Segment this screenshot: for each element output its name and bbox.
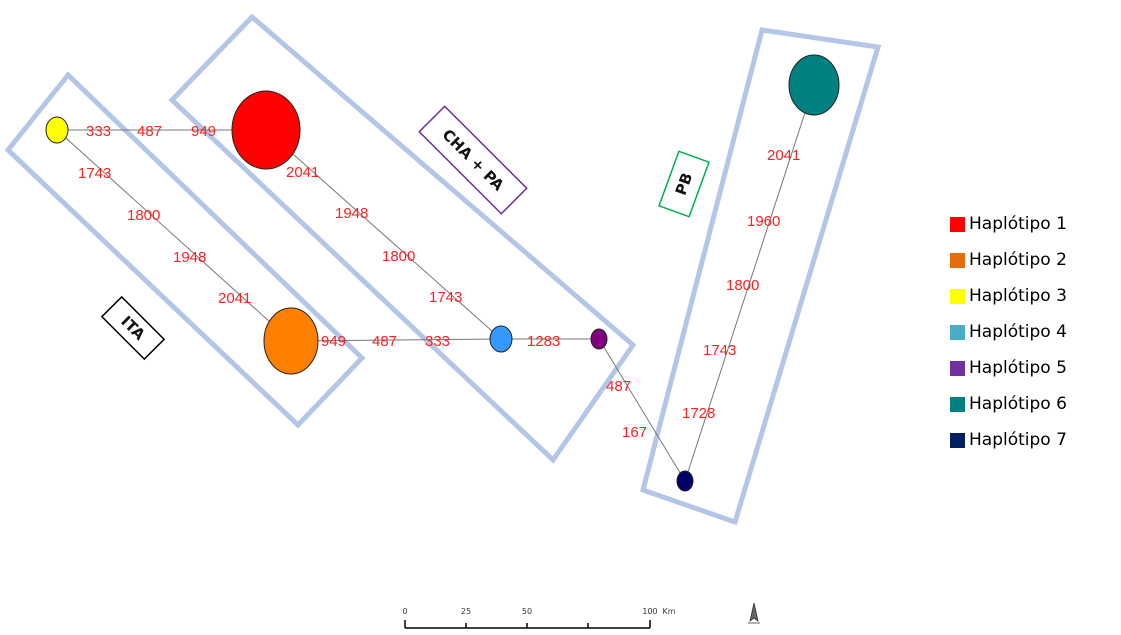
scale-tick-25: 25 bbox=[461, 607, 471, 616]
scale-tick-50: 50 bbox=[522, 607, 532, 616]
mutation-label: 1743 bbox=[78, 165, 111, 182]
mutation-label: 2041 bbox=[286, 164, 319, 181]
mutation-label: 1743 bbox=[429, 289, 462, 306]
edge-h1-h4 bbox=[265, 129, 502, 340]
mutation-label: 1743 bbox=[703, 342, 736, 359]
mutation-label: 1283 bbox=[527, 333, 560, 350]
legend-label: Haplótipo 6 bbox=[969, 394, 1067, 414]
legend-label: Haplótipo 1 bbox=[969, 214, 1067, 234]
mutation-label: 1948 bbox=[173, 249, 206, 266]
legend-swatch bbox=[950, 396, 965, 412]
mutation-label: 1800 bbox=[726, 277, 759, 294]
mutation-label: 2041 bbox=[218, 290, 251, 307]
legend-swatch bbox=[950, 288, 965, 304]
legend-item: Haplótipo 2 bbox=[950, 242, 1067, 278]
haplotype-node-h7 bbox=[676, 470, 694, 492]
legend-item: Haplótipo 5 bbox=[950, 350, 1067, 386]
scale-tick-100: 100 bbox=[642, 607, 657, 616]
haplotype-node-h2 bbox=[263, 307, 319, 375]
legend-label: Haplótipo 3 bbox=[969, 286, 1067, 306]
mutation-label: 1800 bbox=[382, 248, 415, 265]
north-arrow-icon bbox=[748, 602, 760, 624]
legend-swatch bbox=[950, 252, 965, 268]
legend-label: Haplótipo 7 bbox=[969, 430, 1067, 450]
mutation-label: 1728 bbox=[682, 405, 715, 422]
mutation-label: 949 bbox=[321, 333, 346, 350]
legend-item: Haplótipo 4 bbox=[950, 314, 1067, 350]
haplotype-node-h3 bbox=[45, 116, 69, 144]
legend-item: Haplótipo 3 bbox=[950, 278, 1067, 314]
scale-tick-0: 0 bbox=[402, 607, 407, 616]
legend-item: Haplótipo 1 bbox=[950, 206, 1067, 242]
legend-swatch bbox=[950, 216, 965, 232]
legend-item: Haplótipo 6 bbox=[950, 386, 1067, 422]
mutation-label: 487 bbox=[372, 333, 397, 350]
scale-unit: Km bbox=[662, 607, 675, 616]
region-label-cha-pa: CHA + PA bbox=[418, 105, 528, 215]
edge-h3-h2 bbox=[56, 129, 292, 342]
region-label-pb: PB bbox=[658, 150, 710, 218]
haplotype-node-h6 bbox=[788, 54, 840, 116]
edge-h2-h4 bbox=[290, 338, 502, 342]
legend-swatch bbox=[950, 360, 965, 376]
region-box-cha-pa bbox=[168, 13, 637, 464]
mutation-label: 1948 bbox=[335, 205, 368, 222]
mutation-label: 487 bbox=[137, 123, 162, 140]
haplotype-node-h1 bbox=[231, 90, 301, 170]
legend-label: Haplótipo 4 bbox=[969, 322, 1067, 342]
legend-swatch bbox=[950, 432, 965, 448]
legend-item: Haplótipo 7 bbox=[950, 422, 1067, 458]
edge-h5-h7 bbox=[598, 338, 686, 482]
legend-swatch bbox=[950, 324, 965, 340]
region-label-ita: ITA bbox=[100, 295, 166, 361]
mutation-label: 487 bbox=[606, 378, 631, 395]
mutation-label: 2041 bbox=[767, 147, 800, 164]
legend: Haplótipo 1 Haplótipo 2 Haplótipo 3 Haplóti… bbox=[950, 206, 1067, 458]
mutation-label: 333 bbox=[425, 333, 450, 350]
legend-label: Haplótipo 2 bbox=[969, 250, 1067, 270]
haplotype-node-h4 bbox=[489, 325, 513, 353]
scale-bar: 0 25 50 100 Km bbox=[402, 607, 676, 629]
edge-h7-h6 bbox=[684, 84, 815, 482]
region-box-ita bbox=[4, 71, 366, 429]
mutation-label: 949 bbox=[191, 123, 216, 140]
legend-label: Haplótipo 5 bbox=[969, 358, 1067, 378]
haplotype-node-h5 bbox=[590, 328, 608, 350]
mutation-label: 167 bbox=[622, 424, 647, 441]
mutation-label: 1960 bbox=[747, 213, 780, 230]
region-box-pb bbox=[640, 27, 882, 526]
mutation-label: 1800 bbox=[127, 207, 160, 224]
mutation-label: 333 bbox=[86, 123, 111, 140]
